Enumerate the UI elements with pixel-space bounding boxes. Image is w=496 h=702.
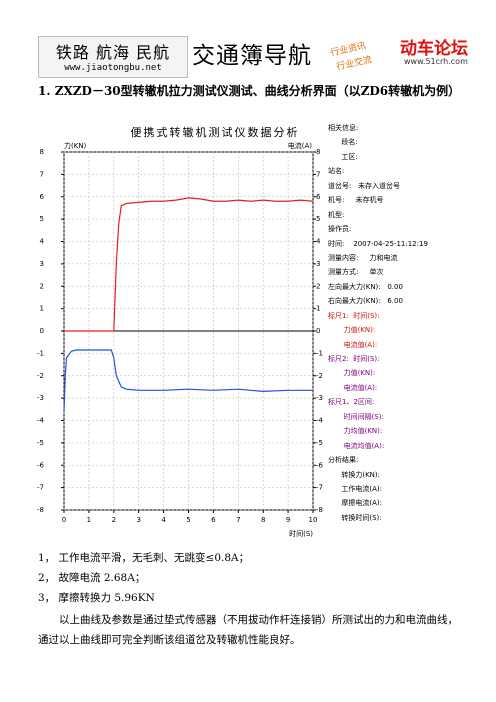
y-tick-label: -5: [37, 439, 44, 447]
panel-line: 机号: 未存机号: [328, 196, 384, 205]
panel-line: 力值(KN):: [328, 369, 376, 378]
y-tick-label: -8: [37, 506, 44, 514]
y2-tick-label: -6: [316, 461, 324, 469]
y-tick-label: 5: [40, 215, 44, 223]
panel-line: 右向最大力(KN): 6.00: [328, 297, 403, 306]
panel-line: 相关信息:: [328, 124, 359, 132]
panel-line: 操作员:: [328, 225, 352, 234]
side-panel: 相关信息: 段名: 工区: 站名: 道岔号: 未存入道岔号 机号: 未存机号 机型: 操作…: [328, 123, 428, 527]
y2-tick-label: 5: [316, 215, 320, 223]
body-line: 以上曲线及参数是通过垫式传感器（不用拔动作杆连接销）所测试出的力和电流曲线，通过…: [38, 614, 458, 646]
panel-line: 段名:: [328, 138, 358, 147]
panel-line: 工区:: [328, 152, 358, 161]
y2-tick-label: 1: [316, 305, 320, 313]
y2-tick-label: 6: [316, 193, 321, 201]
x-tick-label: 2: [112, 516, 116, 524]
y-tick-label: -4: [37, 417, 45, 425]
y2-tick-label: -1: [316, 349, 323, 357]
y-tick-label: 7: [40, 170, 44, 178]
panel-line: 分析结果:: [328, 456, 359, 465]
x-tick-label: 5: [186, 516, 190, 524]
panel-line: 道岔号: 未存入道岔号: [328, 181, 401, 190]
y2-label: 电流(A): [288, 141, 313, 150]
y2-tick-label: 0: [316, 327, 320, 335]
y2-tick-label: 4: [316, 238, 321, 246]
y-tick-label: 0: [40, 327, 44, 335]
panel-line: 标尺1: 时间(S):: [328, 311, 380, 320]
y2-tick-label: -7: [316, 484, 323, 492]
y2-tick-label: 7: [316, 170, 320, 178]
y2-tick-label: -2: [316, 372, 323, 380]
y-tick-label: 2: [40, 282, 44, 290]
x-tick-label: 0: [62, 516, 66, 524]
panel-line: 电流均值(A):: [328, 441, 385, 450]
y-tick-label: 3: [40, 260, 44, 268]
y-tick-label: 1: [40, 305, 44, 313]
panel-line: 摩擦电流(A):: [328, 499, 382, 508]
logo-box: 铁路 航海 民航 www.jiaotongbu.net: [38, 36, 188, 78]
panel-line: 时间间隔(S):: [328, 412, 384, 421]
series-line: [63, 349, 313, 412]
panel-line: 站名:: [328, 167, 345, 176]
chart-title: 便携式转辙机测试仪数据分析: [131, 125, 300, 139]
logo-url: www.jiaotongbu.net: [64, 63, 162, 73]
chart: 便携式转辙机测试仪数据分析 力(KN) 电流(A) 时间(S) -8 -7 -6 -5…: [37, 125, 324, 538]
x-tick-label: 10: [309, 516, 318, 524]
panel-line: 力值(KN):: [328, 326, 376, 335]
body-line: 1， 工作电流平滑，无毛刺、无跳变≤0.8A；: [38, 552, 250, 564]
panel-line: 电流值(A):: [328, 383, 378, 392]
panel-line: 转换时间(S):: [328, 513, 382, 522]
x-tick-label: 3: [136, 516, 140, 524]
x-label: 时间(S): [289, 529, 313, 538]
forum: 动车论坛: [400, 39, 468, 59]
y-tick-label: 4: [40, 238, 45, 246]
y2-tick-label: 8: [316, 148, 320, 156]
x-tick-label: 6: [211, 516, 216, 524]
body-line: 2， 故障电流 2.68A；: [38, 572, 146, 584]
x-tick-label: 1: [87, 516, 91, 524]
panel-line: 标尺1、2区间:: [328, 398, 375, 407]
y-tick-label: -2: [37, 372, 44, 380]
panel-line: 左向最大力(KN): 0.00: [328, 282, 403, 291]
panel-line: 转换力(KN):: [328, 470, 380, 479]
x-tick-label: 8: [261, 516, 265, 524]
panel-line: 力均值(KN):: [328, 427, 383, 436]
forum-url: www.51crh.com: [404, 57, 468, 66]
y2-tick-label: 2: [316, 282, 320, 290]
panel-line: 标尺2: 时间(S):: [328, 355, 380, 363]
y-tick-label: 6: [40, 193, 45, 201]
body-text: 1， 工作电流平滑，无毛刺、无跳变≤0.8A； 2， 故障电流 2.68A； 3， …: [38, 548, 458, 650]
panel-line: 机型:: [328, 210, 345, 219]
panel-line: 测量内容: 力和电流: [328, 253, 398, 262]
y2-tick-label: -3: [316, 394, 323, 402]
y-tick-label: -3: [37, 394, 44, 402]
y2-tick-label: -4: [316, 417, 324, 425]
y-tick-label: -1: [37, 349, 44, 357]
doc-title: 1. ZXZD－30型转辙机拉力测试仪测试、曲线分析界面（以ZD6转辙机为例）: [38, 84, 461, 98]
logo-top: 铁路 航海 民航: [55, 43, 171, 62]
y2-tick-label: -8: [316, 506, 323, 514]
y-tick-label: -6: [37, 461, 45, 469]
x-tick-label: 4: [161, 516, 166, 524]
body-line: 3， 摩擦转换力 5.96KN: [38, 592, 155, 604]
y-label: 力(KN): [64, 141, 87, 150]
y-tick-label: -7: [37, 484, 44, 492]
x-tick-label: 9: [286, 516, 290, 524]
panel-line: 时间: 2007-04-25-11:12:19: [328, 239, 428, 248]
panel-line: 测量方式: 单次: [328, 268, 384, 277]
y2-tick-label: -5: [316, 439, 323, 447]
panel-line: 工作电流(A):: [328, 484, 382, 493]
y2-tick-label: 3: [316, 260, 320, 268]
panel-line: 电流值(A):: [328, 340, 378, 349]
x-tick-label: 7: [236, 516, 240, 524]
brand: 交通簿导航: [192, 43, 312, 69]
series-line: [64, 197, 314, 332]
y-tick-label: 8: [40, 148, 44, 156]
